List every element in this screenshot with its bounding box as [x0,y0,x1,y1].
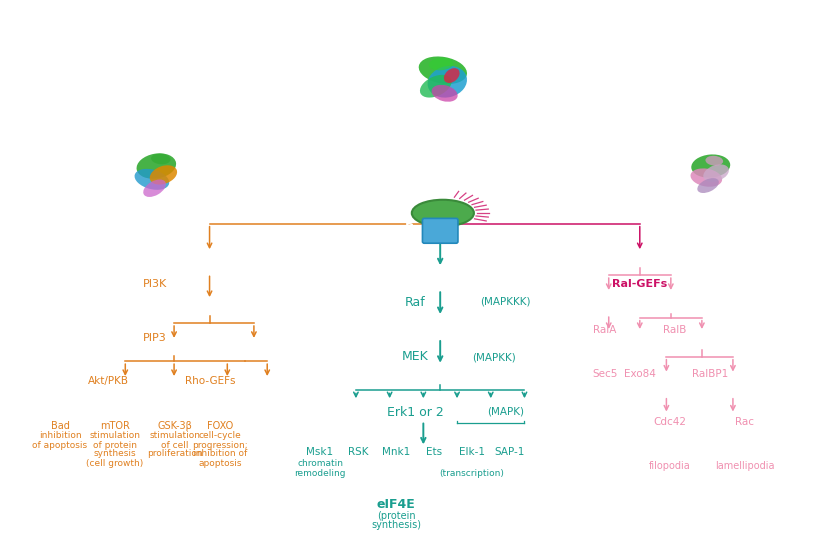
Text: stimulation: stimulation [89,432,140,441]
Ellipse shape [420,75,451,97]
Text: apoptosis: apoptosis [198,459,242,468]
Text: Bad: Bad [50,421,69,431]
Text: filopodia: filopodia [649,461,691,471]
Text: Ets: Ets [426,447,442,457]
Text: Mnk1: Mnk1 [382,447,410,457]
Text: Rho-GEFs: Rho-GEFs [185,376,235,386]
Ellipse shape [151,153,171,164]
Text: Exo84: Exo84 [624,369,656,379]
Text: progression;: progression; [192,441,247,449]
Text: synthesis: synthesis [94,449,136,459]
Text: chromatin: chromatin [297,459,343,469]
Text: Erk1 or 2: Erk1 or 2 [386,405,443,419]
Text: of cell: of cell [161,441,189,449]
FancyBboxPatch shape [422,218,458,243]
Ellipse shape [706,156,723,166]
Text: SAP-1: SAP-1 [495,447,525,457]
Text: Rac: Rac [736,417,755,427]
Text: Akt/PKB: Akt/PKB [88,376,129,386]
Ellipse shape [419,57,467,84]
Ellipse shape [427,66,467,98]
Text: PI3K: PI3K [143,279,167,289]
Text: Sec5: Sec5 [593,369,618,379]
Text: GTP: GTP [403,243,427,253]
Text: FOXO: FOXO [206,421,233,431]
Text: remodeling: remodeling [294,470,346,478]
Text: eIF4E: eIF4E [377,498,415,512]
Text: PIP3: PIP3 [143,333,167,343]
Text: synthesis): synthesis) [371,520,421,530]
Text: RalB: RalB [663,325,686,335]
Text: GSK-3β: GSK-3β [157,421,192,431]
Text: (MAPKKK): (MAPKKK) [480,297,531,307]
Text: Raf: Raf [405,295,426,309]
Text: (MAPK): (MAPK) [487,407,524,417]
Text: inhibition: inhibition [38,432,81,441]
Text: Msk1: Msk1 [307,447,334,457]
Ellipse shape [135,169,169,190]
Text: (MAPKK): (MAPKK) [472,352,516,362]
Ellipse shape [429,58,453,70]
Ellipse shape [691,155,730,178]
Ellipse shape [697,178,719,193]
Text: RalA: RalA [594,325,617,335]
Text: RalBP1: RalBP1 [692,369,728,379]
Text: (protein: (protein [377,511,415,521]
Ellipse shape [412,200,474,227]
Text: cell-cycle: cell-cycle [199,432,242,441]
Text: RSK: RSK [348,447,368,457]
Ellipse shape [143,179,166,197]
Ellipse shape [691,168,722,187]
Text: Elk-1: Elk-1 [459,447,485,457]
Text: Cdc42: Cdc42 [654,417,686,427]
Text: proliferation: proliferation [147,449,203,459]
Ellipse shape [703,164,729,182]
Text: (cell growth): (cell growth) [86,459,144,468]
Text: (transcription): (transcription) [440,470,504,478]
Ellipse shape [150,165,177,185]
Text: of apoptosis: of apoptosis [33,441,88,449]
Text: inhibition of: inhibition of [193,449,247,459]
Text: Ral-GEFs: Ral-GEFs [613,279,668,289]
Ellipse shape [136,153,176,179]
Text: stimulation: stimulation [150,432,201,441]
Text: Ras: Ras [405,222,431,234]
Text: lamellipodia: lamellipodia [716,461,775,471]
Text: MEK: MEK [401,350,428,364]
Ellipse shape [431,85,457,102]
Text: mTOR: mTOR [100,421,130,431]
Ellipse shape [444,68,460,83]
Text: of protein: of protein [93,441,137,449]
